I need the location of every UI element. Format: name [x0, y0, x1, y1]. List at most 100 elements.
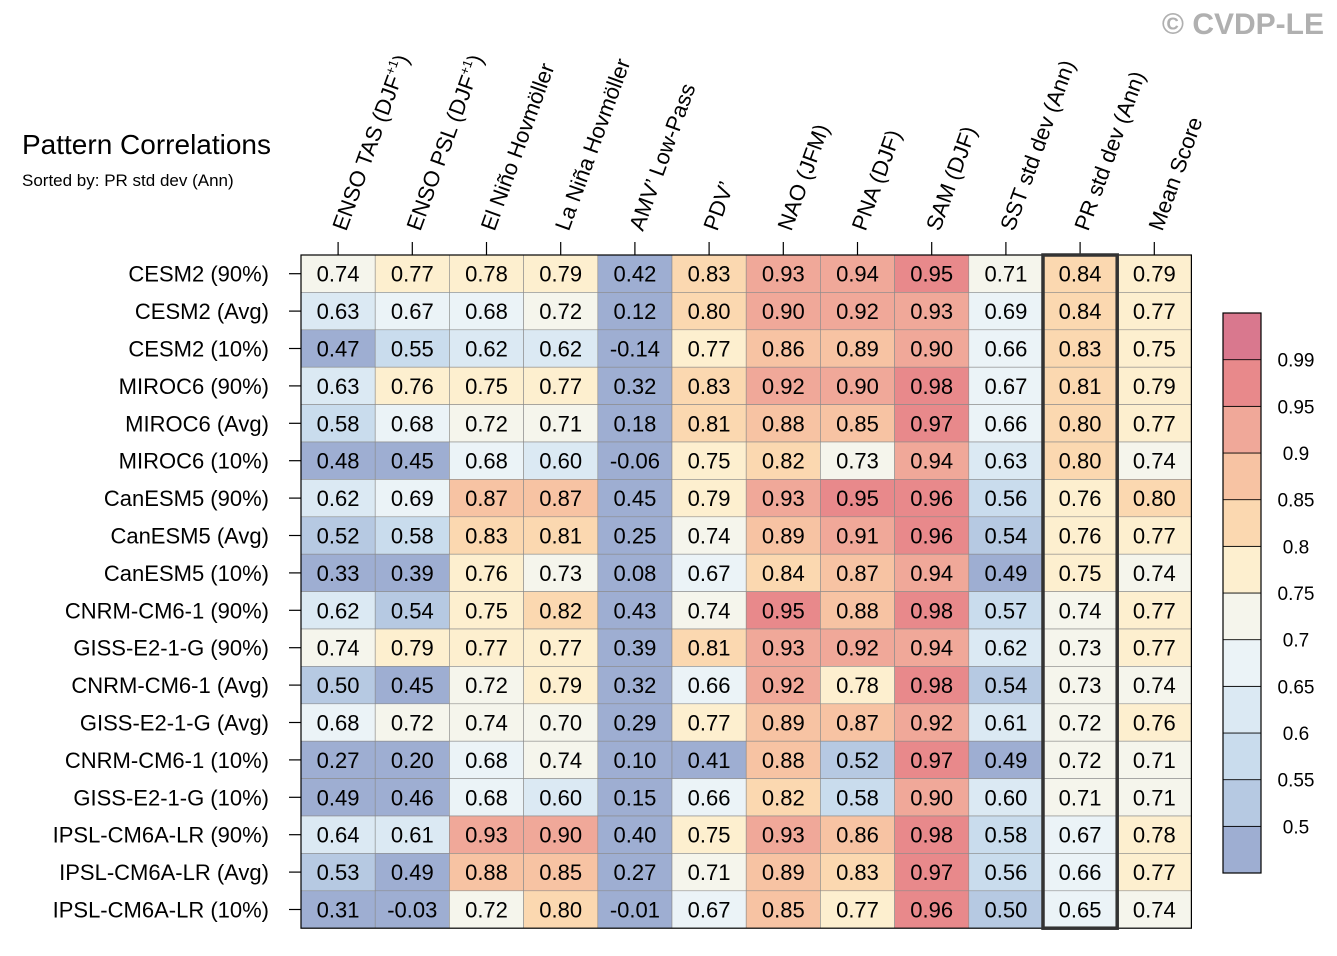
heatmap-cell: [745, 740, 821, 779]
heatmap-cell: [968, 254, 1044, 293]
column-label: PNA (DJF): [847, 126, 906, 233]
cell-value-label: 0.32: [613, 374, 656, 399]
heatmap-cell: [300, 292, 376, 331]
heatmap-cell: [968, 292, 1044, 331]
heatmap-cell: [820, 890, 895, 929]
column-label: SST std dev (Ann): [995, 57, 1080, 234]
row-label: IPSL-CM6A-LR (90%): [53, 823, 269, 848]
cell-value-label: 0.77: [1133, 598, 1176, 623]
cell-value-label: 0.77: [391, 262, 434, 287]
cell-value-label: 0.83: [688, 374, 731, 399]
cell-value-label: 0.74: [317, 636, 360, 661]
heatmap-cell: [1042, 366, 1118, 405]
cell-value-label: -0.01: [610, 898, 660, 923]
row-label: GISS-E2-1-G (90%): [73, 636, 269, 661]
row-labels: CESM2 (90%) CESM2 (Avg) CESM2 (10%) MIROC6 …: [53, 262, 269, 923]
heatmap-cell: [374, 628, 450, 667]
cell-value-label: 0.68: [317, 711, 360, 736]
chart-subtitle: Sorted by: PR std dev (Ann): [22, 171, 234, 190]
heatmap-cell: [968, 666, 1044, 705]
colorbar-swatch: [1222, 452, 1262, 501]
cell-value-label: 0.87: [465, 486, 508, 511]
cell-value-label: 0.69: [391, 486, 434, 511]
cell-value-label: 0.80: [688, 299, 731, 324]
heatmap-cell: [523, 778, 599, 817]
heatmap-cell: [300, 329, 376, 368]
heatmap-cell: [820, 815, 895, 854]
row-label: CESM2 (Avg): [135, 299, 269, 324]
heatmap-cell: [449, 853, 524, 892]
cell-value-label: 0.90: [836, 374, 879, 399]
cell-value-label: 0.93: [910, 299, 953, 324]
colorbar-swatch: [1222, 779, 1262, 827]
heatmap-cell: [820, 404, 895, 443]
heatmap-cell: [968, 778, 1044, 817]
heatmap-cell: [449, 479, 524, 518]
cell-value-label: 0.60: [539, 449, 582, 474]
heatmap-cell: [300, 366, 376, 405]
colorbar-swatch: [1222, 825, 1262, 874]
heatmap-cell: [597, 479, 673, 518]
cell-value-label: 0.96: [910, 486, 953, 511]
cell-value-label: 0.73: [1059, 673, 1102, 698]
row-label: MIROC6 (10%): [119, 449, 269, 474]
column-label: ENSO PSL (DJF+1): [401, 51, 489, 234]
cell-value-label: 0.94: [910, 561, 953, 586]
heatmap-cell: [745, 329, 821, 368]
cell-value-label: 0.77: [1133, 636, 1176, 661]
cell-value-label: 0.67: [984, 374, 1027, 399]
colorbar-swatch: [1222, 545, 1262, 594]
heatmap-cell: [745, 628, 821, 667]
heatmap-cell: [1116, 890, 1192, 929]
heatmap-cell: [894, 815, 970, 854]
heatmap-cell: [449, 890, 524, 929]
row-label: GISS-E2-1-G (10%): [73, 785, 269, 810]
cell-value-label: 0.95: [910, 262, 953, 287]
cell-value-label: 0.77: [539, 636, 582, 661]
cell-value-label: 0.49: [984, 561, 1027, 586]
cell-value-label: 0.81: [688, 411, 731, 436]
cell-value-label: 0.85: [539, 860, 582, 885]
cell-value-label: 0.89: [762, 860, 805, 885]
heatmap-cell: [820, 778, 895, 817]
heatmap-cell: [449, 666, 524, 705]
heatmap-cell: [1042, 329, 1118, 368]
heatmap-cell: [374, 815, 450, 854]
cell-value-label: 0.92: [910, 711, 953, 736]
cell-value-label: 0.75: [688, 823, 731, 848]
heatmap-cell: [968, 628, 1044, 667]
cell-value-label: 0.78: [1133, 823, 1176, 848]
cell-value-label: 0.61: [984, 711, 1027, 736]
heatmap-cell: [597, 628, 673, 667]
cell-value-label: 0.98: [910, 598, 953, 623]
column-label-text: SAM (DJF): [921, 123, 982, 234]
cell-value-label: 0.79: [391, 636, 434, 661]
cell-value-label: 0.52: [836, 748, 879, 773]
cell-value-label: 0.62: [317, 486, 360, 511]
column-label-superscript: +1: [456, 58, 475, 77]
heatmap-cell: [968, 890, 1044, 929]
cell-value-label: 0.72: [391, 711, 434, 736]
cell-value-label: 0.91: [836, 524, 879, 549]
heatmap-cell: [745, 516, 821, 555]
cell-value-label: 0.67: [391, 299, 434, 324]
cell-value-label: 0.56: [984, 486, 1027, 511]
column-label-text: El Niño Hovmöller: [476, 60, 560, 234]
cell-value-label: 0.88: [762, 748, 805, 773]
heatmap-cell: [449, 366, 524, 405]
cell-value-label: 0.81: [539, 524, 582, 549]
cell-value-label: 0.82: [762, 449, 805, 474]
column-label-text: Mean Score: [1144, 114, 1208, 234]
heatmap-cell: [968, 366, 1044, 405]
cell-value-label: 0.80: [1133, 486, 1176, 511]
cell-value-label: 0.72: [465, 411, 508, 436]
heatmap-cell: [374, 254, 450, 293]
cell-value-label: 0.71: [1133, 785, 1176, 810]
heatmap-cell: [820, 516, 895, 555]
heatmap-cell: [1116, 853, 1192, 892]
heatmap-cell: [523, 479, 599, 518]
cell-value-label: 0.47: [317, 337, 360, 362]
column-label: SAM (DJF): [921, 123, 982, 234]
cell-value-label: 0.15: [613, 785, 656, 810]
heatmap-cell: [745, 853, 821, 892]
